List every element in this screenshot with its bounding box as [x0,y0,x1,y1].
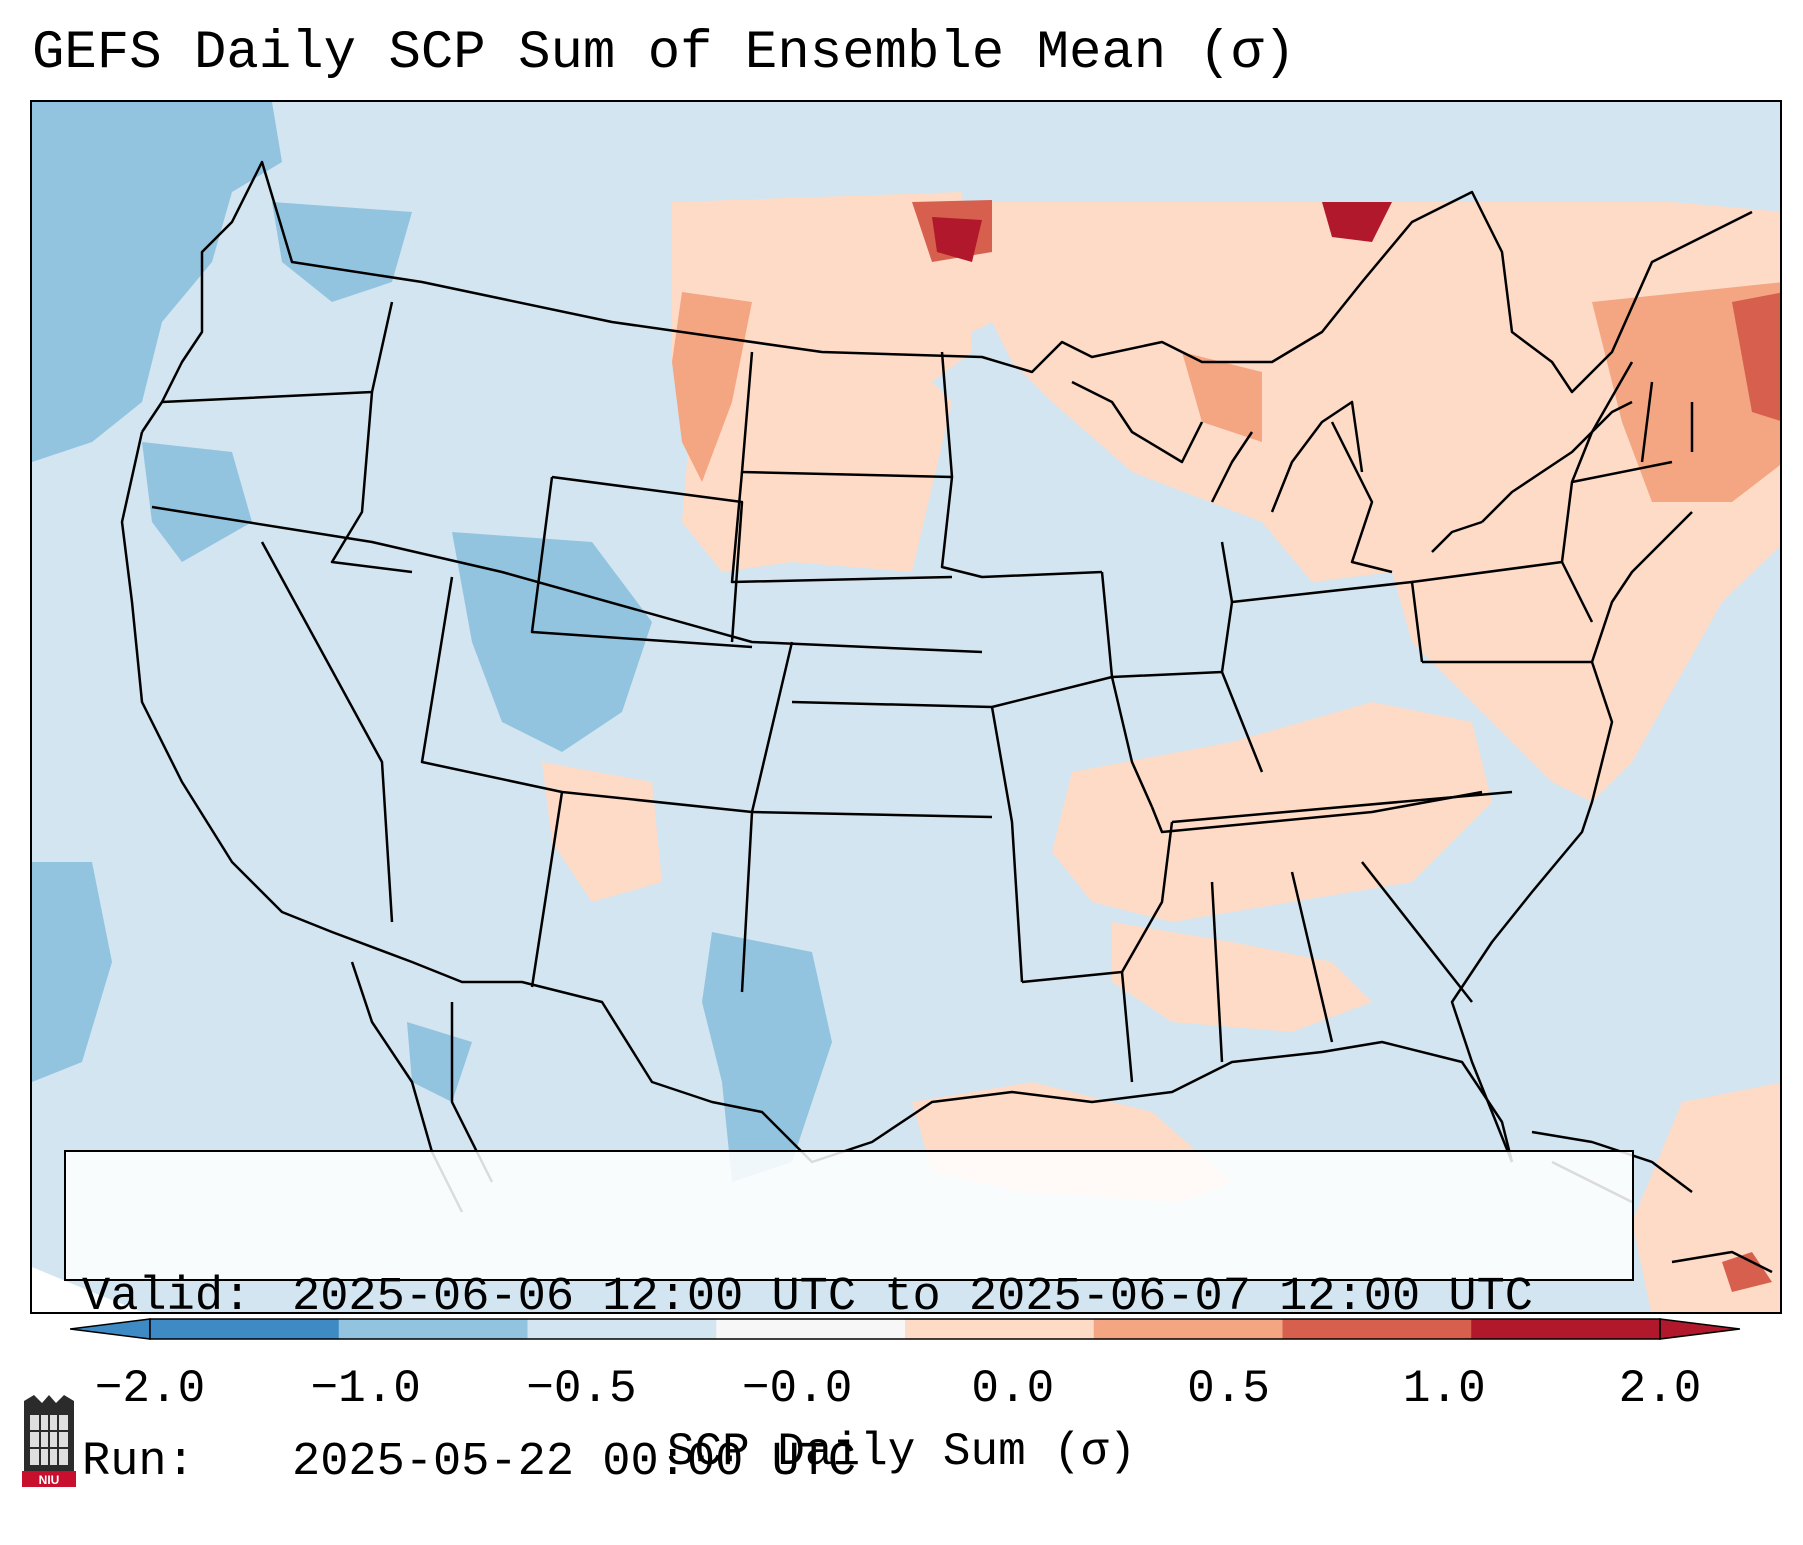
colorbar-segment [716,1319,906,1339]
colorbar-tick-label: −0.0 [741,1363,853,1415]
low-anom-baja [407,1022,472,1102]
low-anom-utah-colorado [452,532,652,752]
low-anom-washington [272,202,412,302]
pacific-low-region-2 [32,862,112,1082]
logo-grid-icon [30,1415,68,1465]
colorbar-tick-label: −0.5 [526,1363,637,1415]
high-anom-northeast [932,202,1780,802]
colorbar-extend-min [70,1318,151,1340]
max-anom-ontario [1322,202,1392,242]
high-anom-upper-michigan [1182,352,1262,442]
colorbar-segment [1471,1319,1661,1339]
colorbar-segment [1093,1319,1283,1339]
map-panel [30,100,1782,1314]
colorbar-tick-label: 0.0 [971,1363,1055,1415]
high-anom-northern-plains [672,192,972,572]
colorbar-segment [338,1319,528,1339]
high-anom-puerto-rico [1722,1252,1772,1292]
high-anom-gulf-states [1112,922,1372,1032]
info-box: Valid: 2025-06-06 12:00 UTC to 2025-06-0… [64,1150,1634,1489]
colorbar-tick-label: 0.5 [1187,1363,1270,1415]
colorbar-tick-label: 1.0 [1402,1363,1486,1415]
high-anom-new-england [1592,282,1780,502]
colorbar-label: SCP Daily Sum (σ) [666,1426,1137,1478]
logo-banner [22,1471,76,1487]
colorbar-segment [905,1319,1095,1339]
colorbar-segment [1282,1319,1472,1339]
valid-value: 2025-06-06 12:00 UTC to 2025-06-07 12:00… [292,1271,1534,1324]
run-row: Run: 2025-05-22 00:00 UTC [82,1435,1616,1490]
max-anom-manitoba [932,217,982,262]
colorbar-segment [150,1319,340,1339]
map-edge-white [32,1267,142,1312]
colorbar-tick-label: −2.0 [94,1363,206,1415]
niu-logo: NIU [22,1395,76,1487]
logo-text: NIU [39,1473,60,1487]
low-anom-oregon [142,442,252,562]
colorbar-tick-label: −1.0 [310,1363,421,1415]
run-label: Run: [82,1436,195,1489]
colorbar-segments [70,1318,1740,1340]
colorbar-tick-label: 2.0 [1618,1363,1702,1415]
colorbar-outline [149,1318,1661,1340]
political-borders [120,160,1773,1274]
colorbar-extend-max [1659,1318,1740,1340]
low-anom-mexico [702,932,832,1182]
valid-row: Valid: 2025-06-06 12:00 UTC to 2025-06-0… [82,1270,1616,1325]
run-value: 2025-05-22 00:00 UTC [292,1436,857,1489]
valid-label: Valid: [82,1271,252,1324]
high-anom-maine [1732,292,1780,421]
colorbar [70,1318,1740,1340]
high-anom-caribbean [1632,1082,1780,1312]
colorbar-segment [527,1319,717,1339]
chart-title: GEFS Daily SCP Sum of Ensemble Mean (σ) [32,23,1296,84]
pacific-low-region [32,102,282,462]
high-anom-new-mexico [542,762,662,902]
map-canvas [32,102,1780,1312]
